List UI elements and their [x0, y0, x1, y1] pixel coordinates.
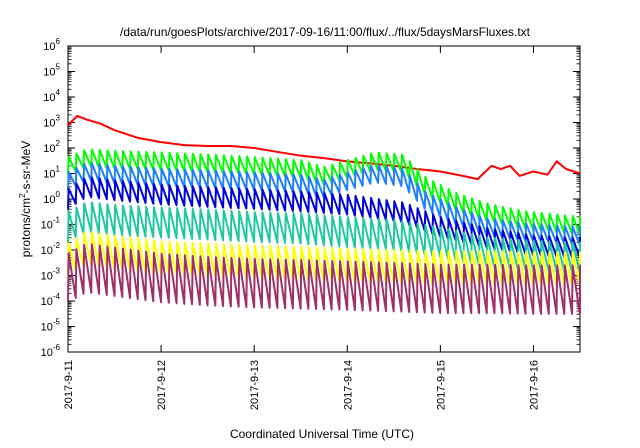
y-tick-label: 106	[43, 37, 60, 53]
y-tick-exponent: -4	[53, 292, 61, 301]
series-layer	[67, 114, 581, 315]
x-axis: 2017-9-11 2017-9-12 2017-9-13 2017-9-14 2017…	[63, 46, 540, 410]
y-tick-label: 104	[43, 88, 60, 104]
y-tick-base: 10	[41, 271, 53, 283]
x-tick-label: 2017-9-11	[63, 360, 75, 409]
y-tick-base: 10	[41, 296, 53, 308]
series-line-1	[67, 114, 581, 181]
y-tick-exponent: 3	[56, 114, 61, 123]
y-tick-base: 10	[41, 322, 53, 334]
y-tick-exponent: 4	[56, 88, 61, 97]
y-tick-label: 10-4	[41, 292, 61, 308]
y-tick-base: 10	[43, 92, 55, 104]
x-tick-label: 2017-9-16	[528, 360, 540, 410]
y-tick-label: 101	[43, 165, 60, 181]
y-tick-base: 10	[43, 194, 55, 206]
chart-title: /data/run/goesPlots/archive/2017-09-16/1…	[120, 25, 531, 39]
y-tick-label: 10-3	[41, 267, 61, 283]
y-tick-exponent: -1	[53, 216, 61, 225]
y-tick-label: 10-1	[41, 216, 61, 232]
x-tick-label: 2017-9-14	[342, 360, 354, 410]
y-tick-base: 10	[41, 245, 53, 257]
y-tick-exponent: -5	[53, 318, 61, 327]
y-axis-label: protons/cm2-s-sr-MeV	[18, 141, 33, 257]
y-tick-base: 10	[43, 67, 55, 79]
x-tick-label: 2017-9-15	[435, 360, 447, 410]
y-tick-base: 10	[43, 143, 55, 155]
y-tick-base: 10	[43, 41, 55, 53]
y-tick-base: 10	[41, 347, 53, 359]
y-tick-label: 10-6	[41, 343, 61, 359]
y-axis-label-post: -s-sr-MeV	[19, 141, 33, 194]
y-tick-exponent: -3	[53, 267, 61, 276]
y-tick-base: 10	[43, 118, 55, 130]
y-tick-label: 105	[43, 63, 60, 79]
y-tick-exponent: -2	[53, 241, 61, 250]
y-tick-exponent: 5	[56, 63, 61, 72]
y-tick-label: 102	[43, 139, 60, 155]
y-tick-exponent: 0	[56, 190, 61, 199]
series-line-5	[67, 201, 581, 274]
y-tick-exponent: -6	[53, 343, 61, 352]
y-tick-label: 103	[43, 114, 60, 130]
y-axis-label-sup: 2	[18, 193, 27, 198]
series-line-3	[67, 162, 581, 247]
y-tick-base: 10	[41, 220, 53, 232]
y-tick-exponent: 2	[56, 139, 61, 148]
y-axis-label-pre: protons/cm	[19, 198, 33, 257]
y-tick-label: 100	[43, 190, 60, 206]
y-tick-exponent: 6	[56, 37, 61, 46]
series-line-7	[67, 243, 581, 315]
series-line-2	[67, 148, 581, 236]
series-line-4	[67, 176, 581, 259]
x-tick-label: 2017-9-12	[156, 360, 168, 410]
y-tick-label: 10-5	[41, 318, 61, 334]
x-axis-label: Coordinated Universal Time (UTC)	[230, 427, 414, 441]
y-tick-label: 10-2	[41, 241, 61, 257]
x-tick-label: 2017-9-13	[249, 360, 261, 410]
y-tick-base: 10	[43, 169, 55, 181]
y-tick-exponent: 1	[56, 165, 61, 174]
